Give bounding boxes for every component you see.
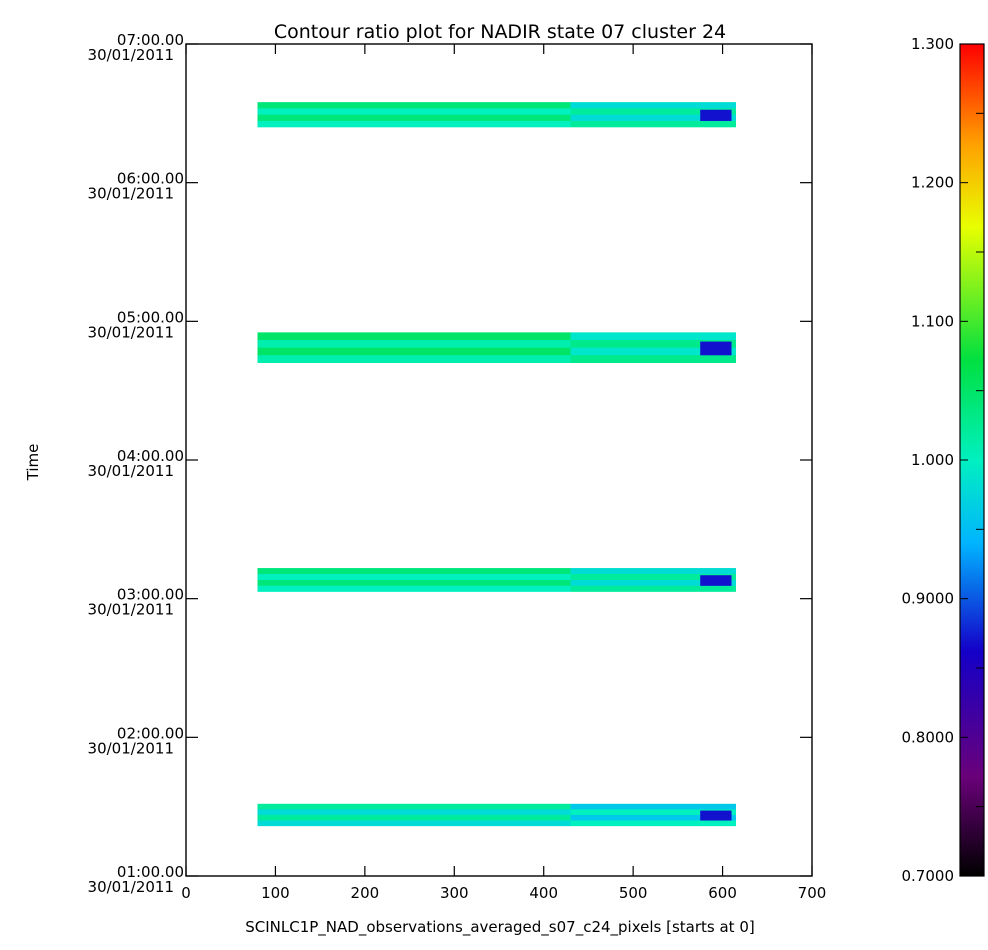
heatmap-band-row xyxy=(570,579,736,586)
y-tick-label-date: 30/01/2011 xyxy=(88,878,174,896)
x-tick-label: 0 xyxy=(181,884,191,902)
colorbar-tick-label: 1.000 xyxy=(911,451,954,469)
x-tick-label: 400 xyxy=(529,884,558,902)
y-tick-label-date: 30/01/2011 xyxy=(88,739,174,757)
heatmap-band-row xyxy=(257,108,571,115)
x-tick-label: 100 xyxy=(261,884,290,902)
heatmap-band-row xyxy=(570,340,736,348)
y-tick-label-date: 30/01/2011 xyxy=(88,46,174,64)
heatmap-band-row xyxy=(257,114,571,121)
heatmap-band-row xyxy=(257,579,571,586)
x-tick-label: 500 xyxy=(619,884,648,902)
heatmap-band-row xyxy=(257,355,571,363)
heatmap-band-row xyxy=(570,347,736,356)
heatmap-band-row xyxy=(257,803,571,810)
heatmap-band-row xyxy=(570,568,736,575)
x-tick-label: 300 xyxy=(440,884,469,902)
heatmap-band-row xyxy=(570,814,736,821)
heatmap-low-patch xyxy=(700,575,732,586)
heatmap-band-row xyxy=(257,574,571,580)
heatmap-band-row xyxy=(570,120,736,128)
y-tick-label-time: 05:00.00 xyxy=(117,308,184,326)
y-axis-ticks: 01:00.0030/01/201102:00.0030/01/201103:0… xyxy=(88,31,812,896)
heatmap-band-row xyxy=(257,568,571,575)
chart-title: Contour ratio plot for NADIR state 07 cl… xyxy=(274,21,726,43)
heatmap-band-row xyxy=(570,820,736,827)
heatmap-band-row xyxy=(570,114,736,121)
y-tick-label-time: 01:00.00 xyxy=(117,863,184,881)
plot-frame xyxy=(185,43,813,877)
y-tick-label-time: 07:00.00 xyxy=(117,31,184,49)
heatmap-band-row xyxy=(257,102,571,109)
heatmap-band-row xyxy=(257,585,571,592)
y-tick-label-time: 02:00.00 xyxy=(117,724,184,742)
y-tick-label-date: 30/01/2011 xyxy=(88,323,174,341)
x-axis-ticks: 0 100 200 300 400 500 600 700 xyxy=(181,44,826,902)
colorbar-tick-label: 1.100 xyxy=(911,312,954,330)
colorbar-tick-label: 0.9000 xyxy=(902,590,955,608)
heatmap-band-row xyxy=(257,809,571,815)
heatmap-band-row xyxy=(570,332,736,341)
heatmap-low-patch xyxy=(700,341,732,356)
y-axis-label: Time xyxy=(24,444,42,482)
x-tick-label: 200 xyxy=(351,884,380,902)
y-tick-label-date: 30/01/2011 xyxy=(88,601,174,619)
heatmap-band-row xyxy=(570,585,736,592)
x-tick-label: 600 xyxy=(708,884,737,902)
heatmap-bands xyxy=(257,102,736,827)
colorbar-tick-label: 1.200 xyxy=(911,174,954,192)
y-tick-label-date: 30/01/2011 xyxy=(88,462,174,480)
y-tick-label-time: 06:00.00 xyxy=(117,170,184,188)
heatmap-band-row xyxy=(257,814,571,821)
heatmap-band-row xyxy=(257,820,571,827)
y-tick-label-time: 03:00.00 xyxy=(117,586,184,604)
colorbar-tick-label: 0.7000 xyxy=(902,867,955,885)
y-tick-label-date: 30/01/2011 xyxy=(88,185,174,203)
heatmap-low-patch xyxy=(700,810,732,821)
y-tick-label-time: 04:00.00 xyxy=(117,447,184,465)
heatmap-band-row xyxy=(570,355,736,363)
colorbar-tick-label: 1.300 xyxy=(911,35,954,53)
heatmap-band-row xyxy=(570,108,736,115)
x-axis-label: SCINLC1P_NAD_observations_averaged_s07_c… xyxy=(245,918,754,937)
heatmap-band-row xyxy=(257,340,571,348)
heatmap-band-row xyxy=(257,332,571,341)
colorbar-tick-label: 0.8000 xyxy=(902,728,955,746)
heatmap-low-patch xyxy=(700,109,732,121)
x-tick-label: 700 xyxy=(798,884,827,902)
heatmap-band-row xyxy=(570,574,736,580)
heatmap-band-row xyxy=(257,120,571,128)
heatmap-band-row xyxy=(570,803,736,810)
colorbar-ticks: 0.7000 0.8000 0.9000 1.000 1.100 1.200 1.300 xyxy=(902,35,984,885)
heatmap-band-row xyxy=(570,809,736,815)
heatmap-band-row xyxy=(257,347,571,356)
heatmap-band-row xyxy=(570,102,736,109)
